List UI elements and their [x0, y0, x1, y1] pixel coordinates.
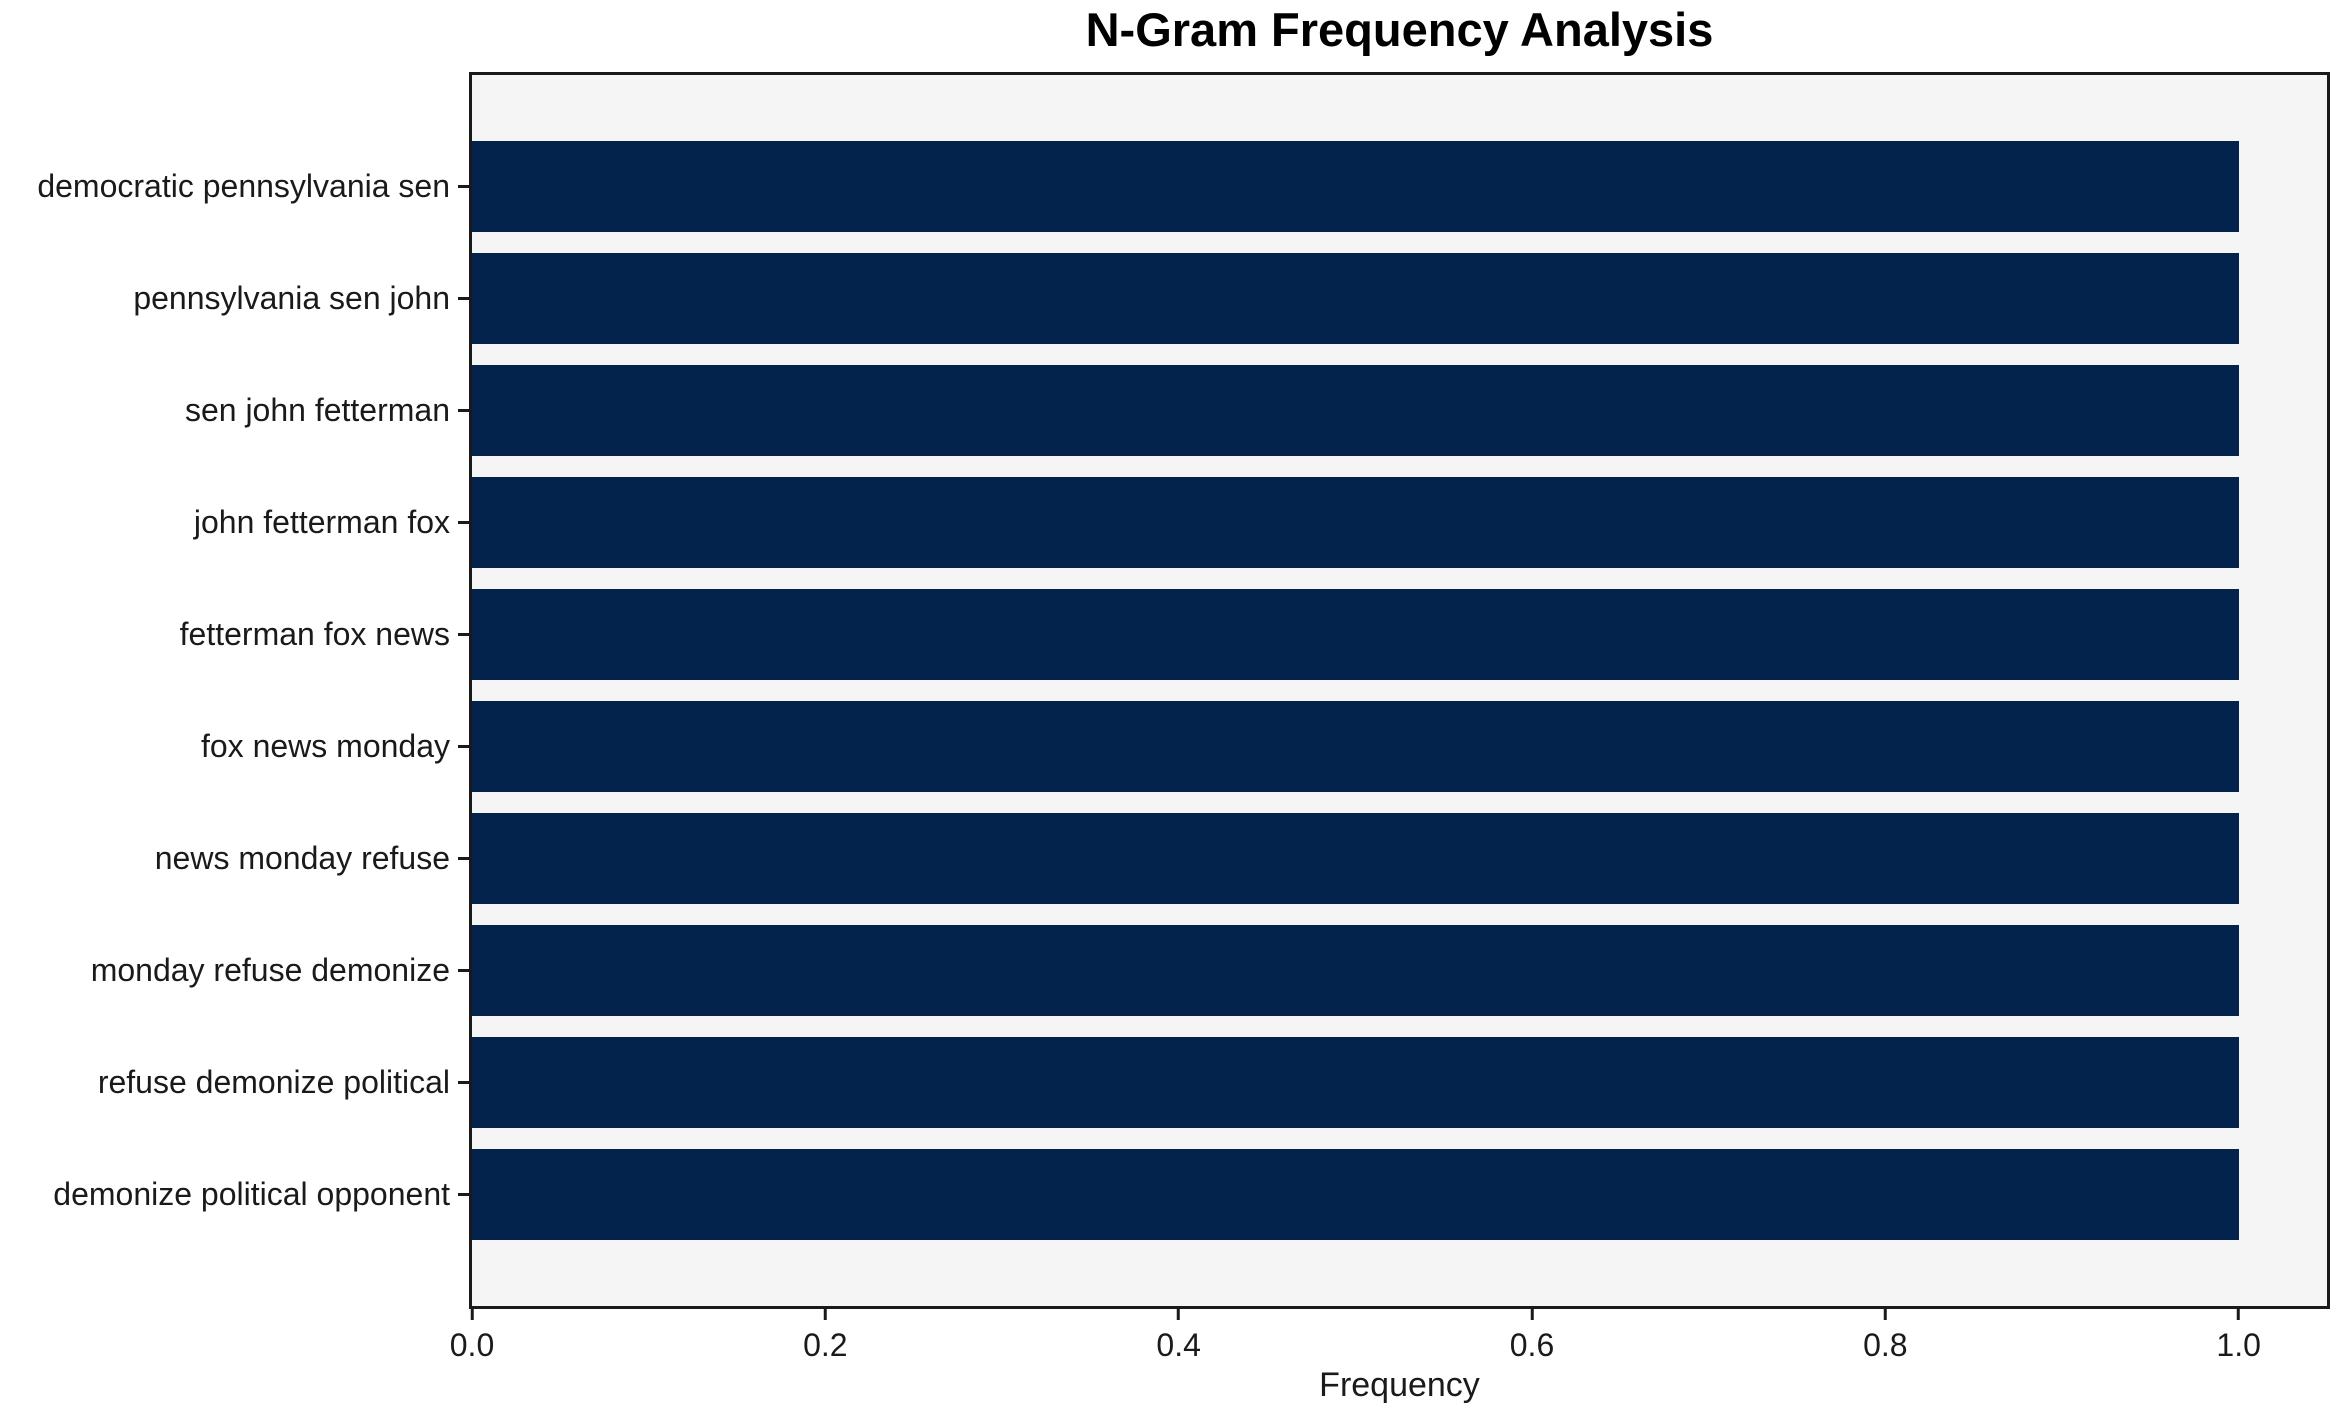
bar: [472, 141, 2239, 233]
bar-row: [472, 131, 2327, 243]
bar: [472, 700, 2239, 792]
bar: [472, 253, 2239, 345]
x-tick: 1.0: [2216, 1309, 2261, 1364]
bar-row: [472, 691, 2327, 803]
bar-row: [472, 467, 2327, 579]
bar-row: [472, 914, 2327, 1026]
x-tick-mark: [1177, 1309, 1181, 1320]
y-tick-label: sen john fetterman: [184, 392, 450, 429]
y-tick-label: john fetterman fox: [193, 504, 450, 541]
plot-area: [469, 72, 2330, 1309]
x-tick-label: 1.0: [2216, 1327, 2261, 1363]
y-tick-mark: [458, 744, 469, 748]
y-tick-label: fox news monday: [200, 727, 450, 764]
y-tick-mark: [458, 409, 469, 413]
x-tick-label: 0.4: [1156, 1327, 1201, 1363]
y-tick-label: demonize political opponent: [53, 1175, 450, 1212]
y-axis-row: monday refuse demonize: [0, 914, 469, 1026]
bar-row: [472, 355, 2327, 467]
y-tick-label: pennsylvania sen john: [133, 280, 450, 317]
bar: [472, 1036, 2239, 1128]
x-tick: 0.8: [1863, 1309, 1908, 1364]
x-tick: 0.0: [450, 1309, 494, 1364]
x-tick-label: 0.0: [449, 1327, 495, 1363]
y-tick-label: news monday refuse: [154, 839, 450, 876]
x-tick-label: 0.8: [1863, 1327, 1908, 1363]
x-tick: 0.6: [1510, 1309, 1554, 1364]
y-axis-row: news monday refuse: [0, 802, 469, 914]
y-axis-row: democratic pennsylvania sen: [0, 131, 469, 243]
x-tick-mark: [823, 1309, 827, 1320]
bar: [472, 477, 2239, 569]
y-tick-mark: [458, 185, 469, 189]
y-tick-label: refuse demonize political: [97, 1063, 450, 1100]
y-axis-row: pennsylvania sen john: [0, 243, 469, 355]
x-tick: 0.4: [1156, 1309, 1201, 1364]
bar: [472, 589, 2239, 681]
y-tick-mark: [458, 856, 469, 860]
y-tick-mark: [458, 521, 469, 525]
bar: [472, 365, 2239, 457]
bar: [472, 1148, 2239, 1240]
y-axis: democratic pennsylvania sen pennsylvania…: [0, 75, 469, 1306]
x-tick-mark: [1530, 1309, 1534, 1320]
x-tick-mark: [1883, 1309, 1887, 1320]
x-tick-label: 0.6: [1509, 1327, 1555, 1363]
x-tick-mark: [470, 1309, 474, 1320]
x-axis: 0.0 0.2 0.4 0.6 0.8 1.0: [450, 1309, 2327, 1379]
x-tick-mark: [2237, 1309, 2241, 1320]
x-tick: 0.2: [803, 1309, 848, 1364]
y-axis-row: demonize political opponent: [0, 1138, 469, 1250]
y-tick-label: fetterman fox news: [179, 616, 450, 653]
y-tick-mark: [458, 1192, 469, 1196]
x-tick-label: 0.2: [803, 1327, 848, 1363]
y-axis-row: sen john fetterman: [0, 355, 469, 467]
y-tick-mark: [458, 1080, 469, 1084]
bar-row: [472, 1138, 2327, 1250]
y-tick-label: democratic pennsylvania sen: [37, 168, 450, 205]
bar-row: [472, 802, 2327, 914]
bar-row: [472, 579, 2327, 691]
bar-row: [472, 1026, 2327, 1138]
y-tick-mark: [458, 297, 469, 301]
y-tick-mark: [458, 968, 469, 972]
bar-row: [472, 243, 2327, 355]
y-tick-label: monday refuse demonize: [90, 951, 450, 988]
bars-container: [472, 75, 2327, 1306]
y-tick-mark: [458, 633, 469, 637]
y-axis-row: fox news monday: [0, 691, 469, 803]
bar: [472, 924, 2239, 1016]
y-axis-row: refuse demonize political: [0, 1026, 469, 1138]
bar: [472, 812, 2239, 904]
y-axis-row: john fetterman fox: [0, 467, 469, 579]
chart-title: N-Gram Frequency Analysis: [1085, 3, 1714, 56]
x-axis-title: Frequency: [1319, 1366, 1480, 1404]
y-axis-row: fetterman fox news: [0, 579, 469, 691]
